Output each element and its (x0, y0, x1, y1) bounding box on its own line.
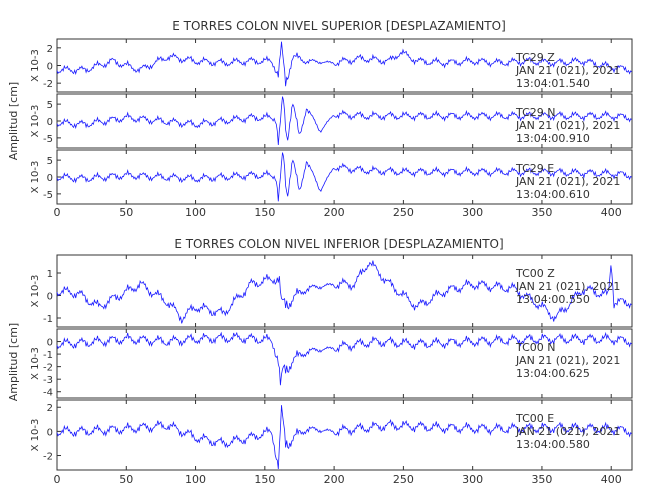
x-tick-label: 400 (601, 473, 622, 486)
lower-title: E TORRES COLON NIVEL INFERIOR [DESPLAZAM… (174, 237, 503, 251)
y-tick-label: 2 (47, 44, 53, 55)
trace-time: 13:04:00.610 (516, 188, 590, 201)
trace-time: 13:04:00.580 (516, 438, 590, 451)
y-tick-label: -2 (43, 79, 53, 90)
x-tick-label: 350 (531, 206, 552, 219)
y-unit-label: X 10-3 (30, 347, 41, 380)
trace-date: JAN 21 (021), 2021 (515, 354, 620, 367)
trace-date: JAN 21 (021), 2021 (515, 175, 620, 188)
trace-time: 13:04:01.540 (516, 77, 590, 90)
trace-date: JAN 21 (021), 2021 (515, 64, 620, 77)
trace-time: 13:04:00.625 (516, 367, 590, 380)
waveform-trace (56, 41, 632, 87)
y-unit-label: X 10-3 (30, 419, 41, 452)
x-tick-label: 200 (324, 473, 345, 486)
waveform-trace (56, 405, 632, 470)
x-tick-label: 50 (119, 473, 133, 486)
trace-time: 13:04:00.910 (516, 132, 590, 145)
y-tick-label: 2 (47, 403, 53, 414)
panel-frame (56, 399, 633, 471)
x-tick-label: 150 (254, 206, 275, 219)
y-tick-label: 0 (47, 173, 53, 184)
y-tick-label: -3 (43, 375, 53, 386)
y-tick-label: 5 (47, 156, 53, 167)
x-tick-label: 250 (393, 473, 414, 486)
x-tick-label: 200 (324, 206, 345, 219)
lower-figure: E TORRES COLON NIVEL INFERIOR [DESPLAZAM… (7, 237, 633, 486)
y-tick-label: -5 (43, 134, 53, 145)
y-unit-label: X 10-3 (30, 275, 41, 308)
waveform-trace (56, 260, 632, 324)
y-tick-label: -5 (43, 190, 53, 201)
trace-date: JAN 21 (021), 2021 (515, 280, 620, 293)
x-tick-label: 400 (601, 206, 622, 219)
trace-label: TC29 E (515, 162, 554, 175)
y-tick-label: 0 (47, 338, 53, 349)
y-tick-label: -4 (43, 388, 53, 399)
trace-label: TC00 N (515, 341, 555, 354)
x-tick-label: 300 (462, 206, 483, 219)
y-tick-label: 0 (47, 62, 53, 73)
x-tick-label: 350 (531, 473, 552, 486)
trace-label: TC29 Z (515, 51, 555, 64)
x-tick-label: 0 (54, 206, 61, 219)
trace-label: TC29 N (515, 106, 555, 119)
panel-frame (56, 328, 633, 399)
x-tick-label: 100 (185, 206, 206, 219)
upper-title: E TORRES COLON NIVEL SUPERIOR [DESPLAZAM… (172, 19, 506, 33)
waveform-trace (56, 152, 632, 202)
y-unit-label: X 10-3 (30, 49, 41, 82)
panel-frame (56, 254, 633, 328)
y-tick-label: -1 (43, 314, 53, 325)
x-tick-label: 250 (393, 206, 414, 219)
x-tick-label: 100 (185, 473, 206, 486)
x-tick-label: 50 (119, 206, 133, 219)
y-tick-label: -1 (43, 350, 53, 361)
x-tick-label: 300 (462, 473, 483, 486)
trace-date: JAN 21 (021), 2021 (515, 425, 620, 438)
y-unit-label: X 10-3 (30, 105, 41, 138)
x-tick-label: 150 (254, 473, 275, 486)
y-tick-label: -2 (43, 452, 53, 463)
waveform-trace (56, 96, 632, 146)
y-tick-label: 1 (47, 269, 53, 280)
upper-figure: E TORRES COLON NIVEL SUPERIOR [DESPLAZAM… (7, 19, 633, 219)
trace-label: TC00 E (515, 412, 554, 425)
y-tick-label: 5 (47, 100, 53, 111)
y-tick-label: 0 (47, 117, 53, 128)
y-tick-label: 0 (47, 427, 53, 438)
y-tick-label: 0 (47, 292, 53, 303)
trace-time: 13:04:00.550 (516, 293, 590, 306)
trace-label: TC00 Z (515, 267, 555, 280)
x-tick-label: 0 (54, 473, 61, 486)
waveform-trace (56, 331, 632, 386)
upper-ylabel: Amplitud [cm] (7, 82, 20, 160)
trace-date: JAN 21 (021), 2021 (515, 119, 620, 132)
lower-ylabel: Amplitud [cm] (7, 323, 20, 401)
y-tick-label: -2 (43, 363, 53, 374)
y-unit-label: X 10-3 (30, 161, 41, 194)
